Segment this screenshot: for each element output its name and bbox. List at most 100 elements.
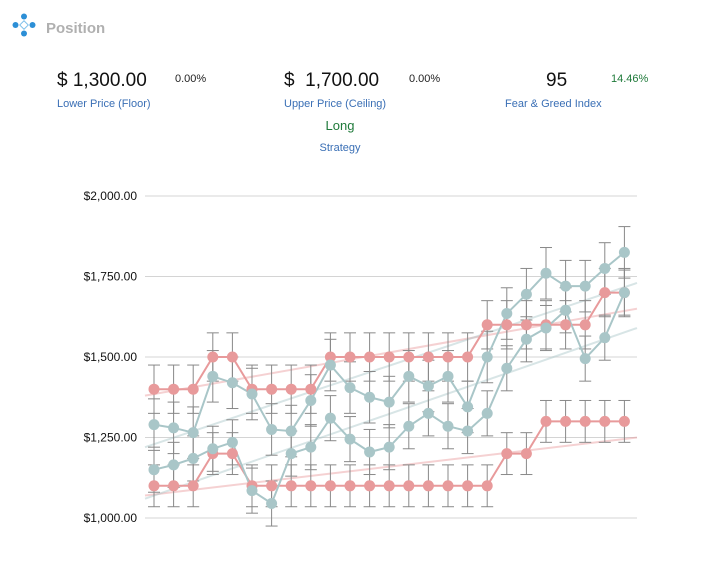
strategy-value: Long	[325, 118, 355, 133]
data-point	[481, 480, 493, 492]
data-point	[364, 391, 376, 403]
data-point	[266, 383, 278, 395]
trendline	[144, 436, 638, 497]
data-point	[246, 388, 258, 400]
data-point	[618, 287, 630, 299]
data-point	[383, 396, 395, 408]
data-point	[403, 370, 415, 382]
data-point	[442, 370, 454, 382]
data-point	[520, 288, 532, 300]
data-point	[344, 433, 356, 445]
data-point	[422, 407, 434, 419]
data-point	[383, 351, 395, 363]
data-point	[187, 452, 199, 464]
strategy-stat: Long Strategy	[300, 118, 380, 154]
data-point	[305, 441, 317, 453]
data-point	[266, 498, 278, 510]
fear-greed-pct: 14.46%	[611, 73, 649, 85]
data-point	[364, 446, 376, 458]
y-tick-label: $1,500.00	[84, 350, 138, 364]
data-point	[324, 412, 336, 424]
data-point	[481, 407, 493, 419]
data-point	[422, 351, 434, 363]
data-point	[403, 480, 415, 492]
data-point	[305, 480, 317, 492]
data-point	[618, 415, 630, 427]
data-point	[599, 262, 611, 274]
data-point	[442, 480, 454, 492]
diamond-dots-icon	[12, 13, 36, 36]
data-point	[618, 246, 630, 258]
data-point	[560, 304, 572, 316]
data-point	[579, 319, 591, 331]
data-point	[462, 401, 474, 413]
lower-price-stat: $ 1,300.00 0.00% Lower Price (Floor)	[57, 70, 206, 110]
data-point	[187, 480, 199, 492]
data-point	[324, 351, 336, 363]
data-point	[168, 459, 180, 471]
data-point	[501, 308, 513, 320]
data-point	[168, 480, 180, 492]
lower-price-value: $ 1,300.00	[57, 70, 147, 91]
data-point	[266, 423, 278, 435]
data-point	[246, 485, 258, 497]
data-point	[285, 425, 297, 437]
data-point	[364, 480, 376, 492]
data-point	[344, 351, 356, 363]
data-point	[364, 351, 376, 363]
header: Position	[12, 12, 105, 37]
data-point	[148, 464, 160, 476]
y-tick-label: $2,000.00	[84, 189, 138, 203]
data-point	[462, 425, 474, 437]
y-tick-label: $1,250.00	[84, 431, 138, 445]
data-point	[403, 351, 415, 363]
data-point	[442, 351, 454, 363]
data-point	[481, 351, 493, 363]
data-point	[579, 280, 591, 292]
data-point	[540, 415, 552, 427]
upper-price-value: $ 1,700.00	[284, 70, 380, 91]
data-point	[560, 280, 572, 292]
strategy-label: Strategy	[319, 142, 361, 154]
data-point	[168, 383, 180, 395]
data-point	[501, 448, 513, 460]
y-tick-label: $1,750.00	[84, 270, 138, 284]
data-point	[226, 436, 238, 448]
upper-price-label: Upper Price (Ceiling)	[284, 98, 387, 110]
data-point	[422, 380, 434, 392]
data-point	[226, 351, 238, 363]
data-point	[560, 415, 572, 427]
data-point	[462, 480, 474, 492]
data-point	[579, 353, 591, 365]
data-point	[207, 370, 219, 382]
data-point	[520, 448, 532, 460]
data-point	[403, 420, 415, 432]
data-point	[599, 287, 611, 299]
data-point	[501, 362, 513, 374]
data-point	[344, 382, 356, 394]
lower-price-pct: 0.00%	[175, 73, 207, 85]
data-point	[383, 480, 395, 492]
data-point	[599, 332, 611, 344]
data-point	[226, 448, 238, 460]
data-point	[540, 267, 552, 279]
page-title: Position	[46, 20, 106, 37]
data-point	[383, 441, 395, 453]
fear-greed-value: 95	[546, 70, 568, 91]
data-point	[501, 319, 513, 331]
data-point	[520, 333, 532, 345]
upper-price-stat: $ 1,700.00 0.00% Upper Price (Ceiling)	[284, 70, 440, 110]
fear-greed-label: Fear & Greed Index	[505, 98, 602, 110]
data-point	[207, 351, 219, 363]
data-point	[442, 420, 454, 432]
data-point	[285, 448, 297, 460]
data-point	[579, 415, 591, 427]
data-point	[266, 480, 278, 492]
fear-greed-stat: 95 14.46% Fear & Greed Index	[505, 70, 648, 110]
upper-price-pct: 0.00%	[409, 73, 441, 85]
data-point	[305, 383, 317, 395]
trendline	[144, 327, 638, 500]
data-point	[148, 480, 160, 492]
data-point	[540, 322, 552, 334]
